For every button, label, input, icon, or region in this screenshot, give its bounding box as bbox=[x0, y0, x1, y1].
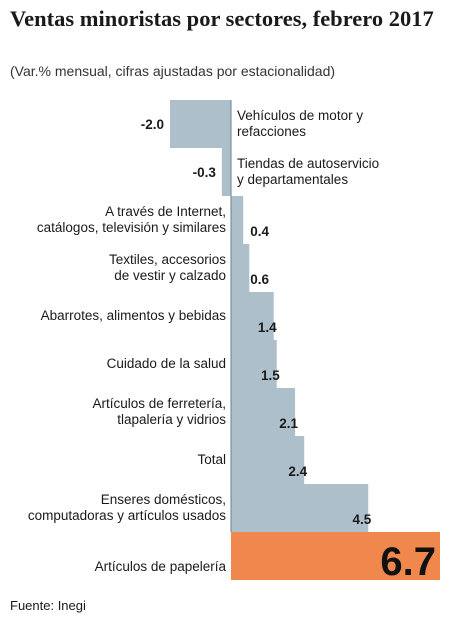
bar-4 bbox=[231, 292, 274, 340]
value-label-5: 1.5 bbox=[261, 368, 280, 383]
value-label-8: 4.5 bbox=[352, 512, 371, 527]
category-label-6: Artículos de ferretería, tlapalería y vid… bbox=[92, 396, 226, 427]
category-label-0: Vehículos de motor y refacciones bbox=[237, 108, 363, 139]
value-label-6: 2.1 bbox=[279, 416, 298, 431]
category-label-4: Abarrotes, alimentos y bebidas bbox=[41, 308, 227, 323]
value-label-3: 0.6 bbox=[250, 272, 269, 287]
category-label-5: Cuidado de la salud bbox=[107, 356, 226, 371]
bar-7 bbox=[231, 436, 305, 484]
category-label-3: Textiles, accesorios de vestir y calzado bbox=[109, 252, 226, 283]
bar-8 bbox=[231, 484, 369, 532]
value-label-9: 6.7 bbox=[380, 540, 436, 584]
chart-subtitle: (Var.% mensual, cifras ajustadas por est… bbox=[10, 63, 336, 79]
bar-9 bbox=[231, 532, 440, 580]
labels-group: Vehículos de motor y refacciones -2.0 Tiend… bbox=[28, 108, 436, 584]
bar-5 bbox=[231, 340, 277, 388]
category-label-8: Enseres domésticos, computadoras y artícu… bbox=[28, 492, 226, 523]
category-label-2: A través de Internet, catálogos, televisi… bbox=[37, 204, 226, 235]
value-label-1: -0.3 bbox=[193, 165, 217, 180]
source-note: Fuente: Inegi bbox=[10, 598, 86, 613]
chart-title: Ventas minoristas por sectores, febrero … bbox=[10, 6, 434, 31]
value-label-7: 2.4 bbox=[288, 464, 307, 479]
value-label-2: 0.4 bbox=[250, 224, 269, 239]
category-label-7: Total bbox=[197, 452, 226, 467]
bar-6 bbox=[231, 388, 296, 436]
value-label-0: -2.0 bbox=[141, 117, 164, 132]
category-label-9: Artículos de papelería bbox=[95, 559, 227, 574]
bar-2 bbox=[231, 196, 244, 244]
bar-3 bbox=[231, 244, 250, 292]
bar-0 bbox=[170, 100, 231, 148]
value-label-4: 1.4 bbox=[258, 320, 277, 335]
bar-1 bbox=[221, 148, 231, 196]
category-label-1: Tiendas de autoservicio y departamentales bbox=[237, 156, 379, 187]
bars-group bbox=[170, 100, 440, 580]
